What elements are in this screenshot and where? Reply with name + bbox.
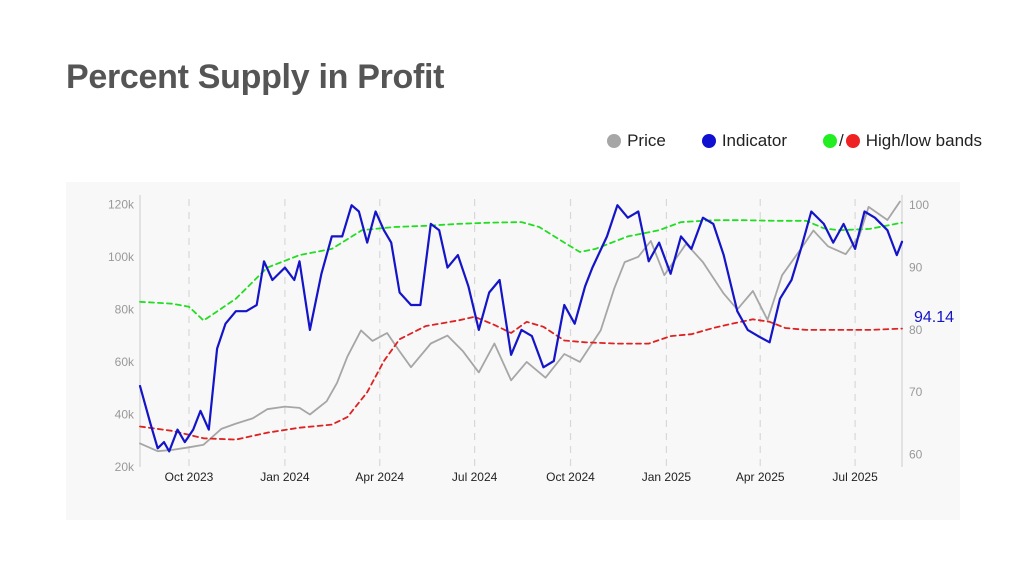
legend-item-bands: / High/low bands <box>823 131 982 151</box>
chart-area: Oct 2023 Jan 2024 Apr 2024 Jul 2024 Oct 2024… <box>66 182 960 520</box>
y-left-tick-label: 40k <box>115 407 135 421</box>
y-right-tick-label: 90 <box>909 261 923 275</box>
indicator-line <box>138 204 904 453</box>
high-band-dot-icon <box>823 134 838 148</box>
chart-title: Percent Supply in Profit <box>66 58 445 96</box>
legend-label-bands: High/low bands <box>865 131 982 150</box>
x-tick-label: Oct 2023 <box>165 470 214 484</box>
y-left-tick-label: 20k <box>115 460 135 474</box>
high-band-line <box>139 219 903 322</box>
x-tick-label: Jan 2025 <box>642 470 692 484</box>
y-right-tick-label: 70 <box>909 385 923 399</box>
y-right-tick-label: 60 <box>909 448 923 462</box>
y-left-tick-label: 60k <box>115 355 135 369</box>
chart-svg: Oct 2023 Jan 2024 Apr 2024 Jul 2024 Oct 2024… <box>108 195 954 484</box>
y-left-tick-label: 120k <box>108 197 135 211</box>
legend-separator: / <box>839 131 844 150</box>
legend-label-indicator: Indicator <box>721 131 788 150</box>
legend-item-indicator: Indicator <box>701 131 788 151</box>
low-band-line <box>139 315 903 441</box>
low-band-dot-icon <box>845 134 860 148</box>
y-right-tick-label: 100 <box>909 198 929 212</box>
price-dot-icon <box>607 134 622 148</box>
indicator-dot-icon <box>701 134 716 148</box>
y-left-tick-label: 100k <box>108 250 135 264</box>
x-tick-label: Jan 2024 <box>260 470 310 484</box>
x-tick-label: Apr 2024 <box>355 470 404 484</box>
legend: Price Indicator / High/low bands <box>571 131 982 151</box>
legend-item-price: Price <box>607 131 666 151</box>
y-left-tick-label: 80k <box>115 302 135 316</box>
indicator-last-value-label: 94.14 <box>914 309 954 326</box>
price-line <box>139 200 901 453</box>
y-right-tick-label: 80 <box>909 323 923 337</box>
x-tick-label: Jul 2024 <box>452 470 498 484</box>
x-tick-label: Oct 2024 <box>546 470 595 484</box>
legend-label-price: Price <box>627 131 666 150</box>
x-tick-label: Apr 2025 <box>736 470 785 484</box>
x-tick-label: Jul 2025 <box>832 470 878 484</box>
